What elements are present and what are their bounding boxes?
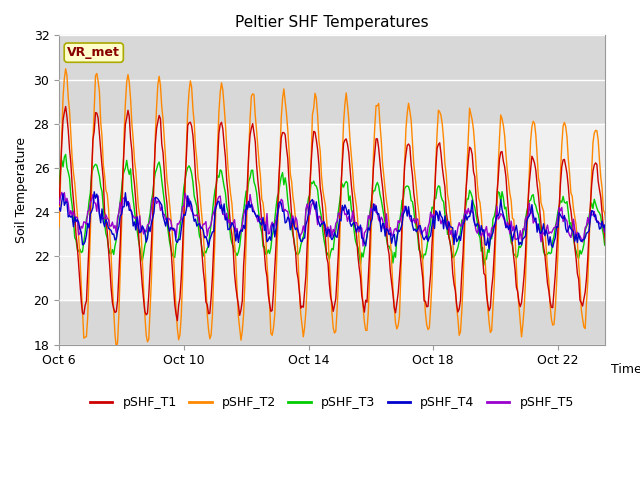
pSHF_T1 <box>315 162 323 168</box>
pSHF_T5 <box>269 224 277 230</box>
pSHF_T2 <box>55 224 63 229</box>
pSHF_T3 <box>252 183 259 189</box>
pSHF_T1 <box>393 300 401 306</box>
Y-axis label: Soil Temperature: Soil Temperature <box>15 137 28 243</box>
X-axis label: Time: Time <box>611 363 640 376</box>
Line: pSHF_T2: pSHF_T2 <box>59 69 606 348</box>
pSHF_T3 <box>602 243 610 249</box>
Legend: pSHF_T1, pSHF_T2, pSHF_T3, pSHF_T4, pSHF_T5: pSHF_T1, pSHF_T2, pSHF_T3, pSHF_T4, pSHF… <box>85 391 579 414</box>
pSHF_T2 <box>461 235 468 241</box>
pSHF_T4 <box>90 189 98 195</box>
pSHF_T5 <box>55 201 63 206</box>
pSHF_T4 <box>392 243 399 249</box>
pSHF_T5 <box>359 243 367 249</box>
pSHF_T4 <box>55 205 63 211</box>
pSHF_T3 <box>62 152 70 157</box>
pSHF_T5 <box>461 212 468 218</box>
pSHF_T3 <box>269 228 277 234</box>
pSHF_T2 <box>315 138 323 144</box>
pSHF_T2 <box>113 345 120 350</box>
pSHF_T5 <box>58 190 65 195</box>
pSHF_T4 <box>269 221 277 227</box>
pSHF_T3 <box>480 262 488 268</box>
Line: pSHF_T4: pSHF_T4 <box>59 192 606 249</box>
pSHF_T3 <box>314 187 321 193</box>
pSHF_T1 <box>62 104 70 109</box>
pSHF_T1 <box>271 266 278 272</box>
pSHF_T4 <box>252 212 259 217</box>
pSHF_T2 <box>61 76 68 82</box>
pSHF_T1 <box>461 217 468 223</box>
Text: VR_met: VR_met <box>67 46 120 59</box>
pSHF_T3 <box>392 254 399 260</box>
pSHF_T4 <box>314 216 321 222</box>
Line: pSHF_T3: pSHF_T3 <box>59 155 606 265</box>
pSHF_T1 <box>61 109 68 115</box>
pSHF_T5 <box>314 222 321 228</box>
pSHF_T3 <box>61 154 68 160</box>
pSHF_T2 <box>62 66 70 72</box>
pSHF_T2 <box>602 222 610 228</box>
pSHF_T2 <box>253 128 260 133</box>
pSHF_T4 <box>602 233 610 239</box>
pSHF_T5 <box>393 228 401 234</box>
pSHF_T2 <box>393 326 401 332</box>
pSHF_T4 <box>460 221 467 227</box>
Title: Peltier SHF Temperatures: Peltier SHF Temperatures <box>235 15 429 30</box>
pSHF_T3 <box>460 220 467 226</box>
Bar <box>59 124 605 300</box>
Line: pSHF_T5: pSHF_T5 <box>59 192 606 246</box>
pSHF_T4 <box>485 246 493 252</box>
pSHF_T5 <box>602 217 610 223</box>
pSHF_T3 <box>55 181 63 187</box>
pSHF_T2 <box>271 312 278 317</box>
pSHF_T5 <box>62 200 70 206</box>
pSHF_T4 <box>61 203 68 208</box>
Line: pSHF_T1: pSHF_T1 <box>59 107 606 321</box>
pSHF_T1 <box>253 162 260 168</box>
pSHF_T1 <box>602 247 610 252</box>
pSHF_T1 <box>173 318 181 324</box>
pSHF_T5 <box>252 211 259 217</box>
pSHF_T1 <box>55 202 63 208</box>
